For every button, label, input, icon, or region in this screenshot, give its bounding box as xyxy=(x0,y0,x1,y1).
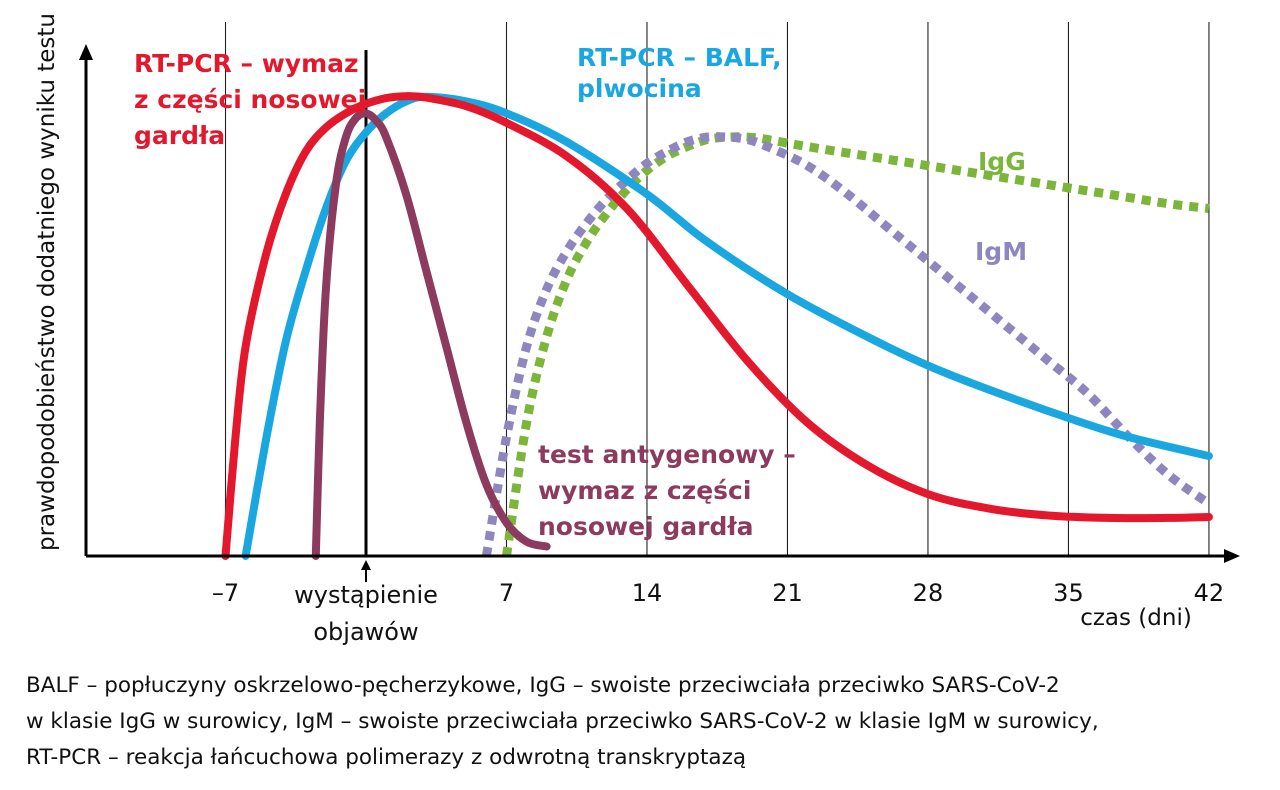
series-label-balf: RT-PCR – BALF, xyxy=(577,43,782,72)
y-axis-title: prawdopodobieństwo dodatniego wyniku tes… xyxy=(34,13,60,551)
series-label-balf: plwocina xyxy=(577,74,702,103)
chart-svg: –7 7 14 21 28 35 42 wystąpienie objawów czas (dni… xyxy=(34,13,1240,646)
series-label-antigen: test antygenowy – xyxy=(538,440,796,469)
onset-label-line-1: wystąpienie xyxy=(294,581,438,609)
caption-line-2: w klasie IgG w surowicy, IgM – swoiste p… xyxy=(26,709,1099,734)
series-label-pcr_np: z części nosowej xyxy=(134,85,366,114)
chart-area: –7 7 14 21 28 35 42 wystąpienie objawów czas (dni… xyxy=(34,13,1240,646)
x-tick-label: 21 xyxy=(772,579,803,607)
series-line-igm xyxy=(481,132,1212,557)
onset-label-line-2: objawów xyxy=(313,618,418,646)
x-tick-label: 28 xyxy=(913,579,944,607)
series-line-antigen xyxy=(311,109,551,560)
series-line-pcr_np xyxy=(221,92,1213,560)
x-axis-title: czas (dni) xyxy=(1080,605,1192,631)
series-label-pcr_np: RT-PCR – wymaz xyxy=(134,49,359,78)
onset-arrow xyxy=(361,560,371,570)
x-tick-label: 7 xyxy=(499,579,514,607)
series-label-antigen: wymaz z części xyxy=(538,476,751,505)
x-tick-label: 42 xyxy=(1194,579,1225,607)
x-tick-label: 14 xyxy=(632,579,663,607)
series-line-balf xyxy=(241,92,1213,560)
x-axis-arrow xyxy=(1224,549,1240,563)
series-label-antigen: nosowej gardła xyxy=(538,512,754,541)
x-tick-label: 35 xyxy=(1053,579,1084,607)
caption-line-3: RT-PCR – reakcja łańcuchowa polimerazy z… xyxy=(26,745,747,770)
caption: BALF – popłuczyny oskrzelowo-pęcherzykow… xyxy=(26,668,1266,776)
caption-line-1: BALF – popłuczyny oskrzelowo-pęcherzykow… xyxy=(26,673,1060,698)
series-label-igg: IgG xyxy=(978,147,1026,176)
series-label-pcr_np: gardła xyxy=(134,121,225,150)
series-label-igm: IgM xyxy=(975,237,1027,266)
x-tick-label: –7 xyxy=(212,579,239,607)
y-axis-arrow xyxy=(79,44,93,60)
